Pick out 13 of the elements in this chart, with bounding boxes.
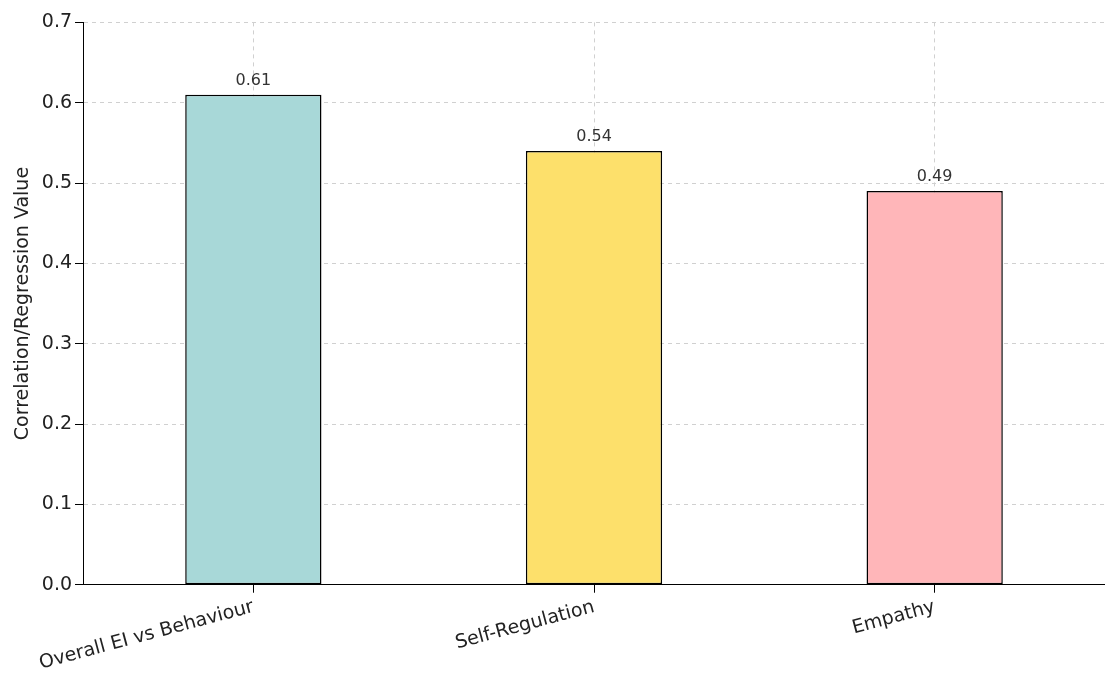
y-tick-label: 0.0 [41,571,73,594]
y-tick-label: 0.1 [41,491,73,514]
y-tick-label: 0.3 [41,330,73,353]
data-label: 0.49 [916,166,953,186]
y-tick-label: 0.6 [41,89,73,112]
data-label: 0.54 [576,126,612,146]
data-label: 0.61 [235,69,272,89]
y-tick-label: 0.4 [41,250,73,273]
y-tick-label: 0.7 [41,9,73,32]
y-tick-label: 0.5 [41,170,73,192]
y-tick-label: 0.2 [41,411,73,433]
y-axis-title: Correlation/Regression Value [10,166,33,441]
x-tick-label: Empathy [849,594,937,638]
